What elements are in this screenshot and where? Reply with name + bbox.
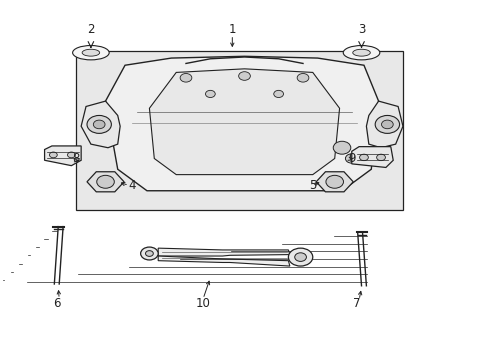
Ellipse shape xyxy=(352,49,369,56)
Polygon shape xyxy=(316,172,352,192)
Circle shape xyxy=(273,90,283,98)
Ellipse shape xyxy=(73,45,109,60)
Circle shape xyxy=(93,120,105,129)
Circle shape xyxy=(381,120,392,129)
Text: 7: 7 xyxy=(352,297,360,310)
Polygon shape xyxy=(351,147,392,167)
Circle shape xyxy=(49,152,57,158)
Polygon shape xyxy=(44,146,81,166)
Circle shape xyxy=(87,116,111,134)
Text: 9: 9 xyxy=(347,152,355,165)
Circle shape xyxy=(145,251,153,256)
Polygon shape xyxy=(149,69,339,175)
Text: 3: 3 xyxy=(357,23,365,36)
Circle shape xyxy=(67,152,75,158)
Polygon shape xyxy=(87,172,124,192)
Circle shape xyxy=(294,253,306,261)
Text: 8: 8 xyxy=(72,152,80,165)
Circle shape xyxy=(180,73,191,82)
Circle shape xyxy=(359,154,367,161)
Text: 6: 6 xyxy=(53,297,61,310)
Circle shape xyxy=(297,73,308,82)
Circle shape xyxy=(205,90,215,98)
Polygon shape xyxy=(105,56,378,191)
Text: 2: 2 xyxy=(87,23,95,36)
Bar xyxy=(76,51,402,211)
Circle shape xyxy=(345,154,357,163)
Circle shape xyxy=(238,72,250,80)
Circle shape xyxy=(97,175,114,188)
Circle shape xyxy=(325,175,343,188)
Polygon shape xyxy=(158,256,289,266)
Text: 1: 1 xyxy=(228,23,236,36)
Polygon shape xyxy=(81,101,120,148)
Text: 4: 4 xyxy=(128,179,136,192)
Circle shape xyxy=(332,141,350,154)
Circle shape xyxy=(288,248,312,266)
Text: 5: 5 xyxy=(308,179,316,192)
Polygon shape xyxy=(158,248,289,256)
Text: 10: 10 xyxy=(195,297,210,310)
Polygon shape xyxy=(366,101,402,148)
Circle shape xyxy=(141,247,158,260)
Circle shape xyxy=(376,154,385,161)
Ellipse shape xyxy=(343,45,379,60)
Ellipse shape xyxy=(82,49,100,56)
Circle shape xyxy=(374,116,399,134)
